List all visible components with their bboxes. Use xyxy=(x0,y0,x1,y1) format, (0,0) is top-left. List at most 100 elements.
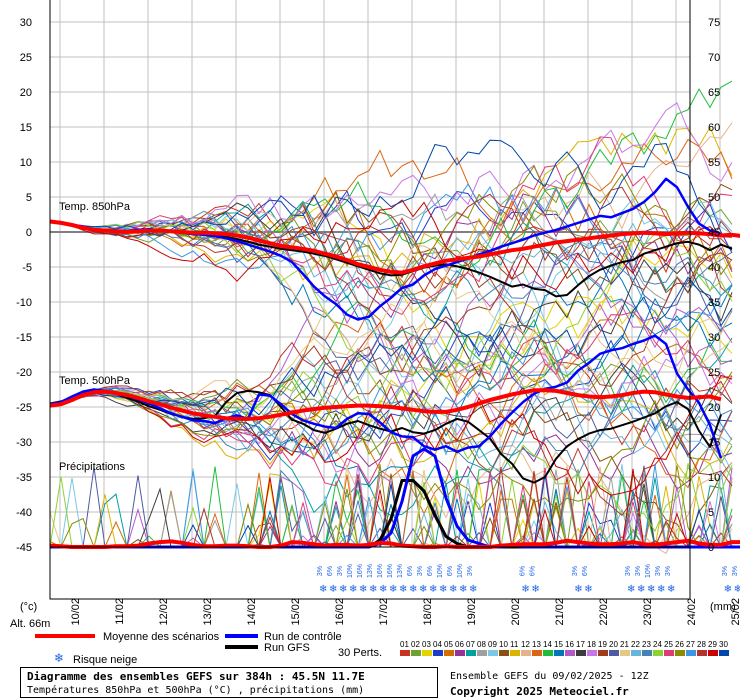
y-tick-right: 15 xyxy=(708,437,720,449)
y-tick-right: 20 xyxy=(708,402,720,414)
pert-color-swatch xyxy=(444,650,454,656)
pert-color-swatch xyxy=(565,650,575,656)
y-tick-left: -15 xyxy=(16,332,32,344)
snow-percent: 16% xyxy=(377,564,384,578)
mean-precip-line xyxy=(49,538,740,549)
date-label: 21/02 xyxy=(554,598,566,626)
y-tick-right: 5 xyxy=(708,507,714,519)
mean-t500-line xyxy=(49,388,722,421)
y-tick-left: 15 xyxy=(20,122,32,134)
chart-axes: 302520151050-5-10-15-20-25-30-35-40-4575… xyxy=(10,0,736,630)
pert-number: 20 xyxy=(609,640,618,649)
t500-label: Temp. 500hPa xyxy=(59,375,131,387)
pert-color-swatch xyxy=(609,650,619,656)
snow-flake-icon: ❄ xyxy=(389,584,397,595)
date-label: 18/02 xyxy=(422,598,434,626)
snow-flake-icon: ❄ xyxy=(399,584,407,595)
member-t850-line xyxy=(49,136,733,316)
snow-flake-icon: ❄ xyxy=(319,584,327,595)
date-label: 16/02 xyxy=(334,598,346,626)
snow-flake-icon: ❄ xyxy=(359,584,367,595)
snow-percent: 6% xyxy=(529,566,536,576)
y-tick-right: 60 xyxy=(708,122,720,134)
y-tick-right: 35 xyxy=(708,297,720,309)
snow-percent: 3% xyxy=(467,566,474,576)
snow-flake-icon: ❄ xyxy=(379,584,387,595)
snow-percent: 3% xyxy=(635,566,642,576)
pert-color-swatch xyxy=(499,650,509,656)
pert-number: 08 xyxy=(477,640,486,649)
pert-number: 09 xyxy=(488,640,497,649)
member-t500-line xyxy=(49,311,733,487)
snow-percent: 3% xyxy=(317,566,324,576)
pert-color-swatch xyxy=(675,650,685,656)
run-info: Ensemble GEFS du 09/02/2025 - 12Z Copyri… xyxy=(450,669,740,699)
member-t850-line xyxy=(49,221,733,399)
y-tick-left: -35 xyxy=(16,472,32,484)
snow-flake-icon: ❄ xyxy=(574,584,582,595)
y-tick-left: 25 xyxy=(20,52,32,64)
snow-percent: 6% xyxy=(427,566,434,576)
pert-number: 17 xyxy=(576,640,585,649)
snow-percent: 3% xyxy=(732,566,739,576)
pert-color-swatch xyxy=(598,650,608,656)
date-labels: 10/02 11/02 12/02 13/02 14/02 15/02 16/02 17/02… xyxy=(70,598,740,626)
pert-color-swatch xyxy=(653,650,663,656)
pert-number: 03 xyxy=(422,640,431,649)
member-t500-line xyxy=(49,325,733,450)
left-unit-label: (°c) xyxy=(20,601,37,613)
snow-percent: 6% xyxy=(327,566,334,576)
pert-number: 21 xyxy=(620,640,629,649)
pert-number: 15 xyxy=(554,640,563,649)
pert-color-swatch xyxy=(664,650,674,656)
pert-number: 25 xyxy=(664,640,673,649)
snow-percent: 3% xyxy=(625,566,632,576)
pert-number: 29 xyxy=(708,640,717,649)
snow-box xyxy=(49,546,691,600)
y-tick-left: -20 xyxy=(16,367,32,379)
snow-flake-icon: ❄ xyxy=(409,584,417,595)
pert-color-swatch xyxy=(543,650,553,656)
date-label: 10/02 xyxy=(70,598,82,626)
pert-color-swatch xyxy=(697,650,707,656)
snow-percent: 3% xyxy=(722,566,729,576)
y-tick-right: 45 xyxy=(708,227,720,239)
run-label: Ensemble GEFS du 09/02/2025 - 12Z xyxy=(450,671,649,682)
snow-flake-icon: ❄ xyxy=(657,584,665,595)
snow-flake-icon: ❄ xyxy=(339,584,347,595)
snow-percent: 16% xyxy=(387,564,394,578)
y-tick-right: 70 xyxy=(708,52,720,64)
snow-flake-icon: ❄ xyxy=(469,584,477,595)
snow-percent: 10% xyxy=(437,564,444,578)
pert-number: 23 xyxy=(642,640,651,649)
pert-number: 06 xyxy=(455,640,464,649)
date-label: 14/02 xyxy=(246,598,258,626)
pert-number: 19 xyxy=(598,640,607,649)
pert-color-swatch xyxy=(576,650,586,656)
mean-t850-line xyxy=(49,219,740,275)
y-tick-left: 30 xyxy=(20,17,32,29)
y-tick-left: 5 xyxy=(26,192,32,204)
pert-number: 24 xyxy=(653,640,662,649)
y-tick-right: 55 xyxy=(708,157,720,169)
snow-flake-icon: ❄ xyxy=(637,584,645,595)
snow-flake-icon: ❄ xyxy=(449,584,457,595)
pert-number: 28 xyxy=(697,640,706,649)
member-t850-line xyxy=(49,197,733,337)
pert-number: 10 xyxy=(499,640,508,649)
member-t850-line xyxy=(49,102,733,232)
y-tick-right: 65 xyxy=(708,87,720,99)
y-tick-right: 50 xyxy=(708,192,720,204)
y-tick-left: -5 xyxy=(22,262,32,274)
pert-number: 18 xyxy=(587,640,596,649)
pert-color-swatch xyxy=(400,650,410,656)
snow-flake-icon: ❄ xyxy=(584,584,592,595)
snow-percent: 6% xyxy=(447,566,454,576)
member-t500-line xyxy=(49,284,733,488)
member-t850-line xyxy=(49,221,733,382)
legend-snowflake-icon: ❄ xyxy=(54,651,64,665)
pert-color-swatch xyxy=(477,650,487,656)
snow-percent: 16% xyxy=(357,564,364,578)
pert-color-swatch xyxy=(466,650,476,656)
altitude-label: Alt. 66m xyxy=(10,618,50,630)
